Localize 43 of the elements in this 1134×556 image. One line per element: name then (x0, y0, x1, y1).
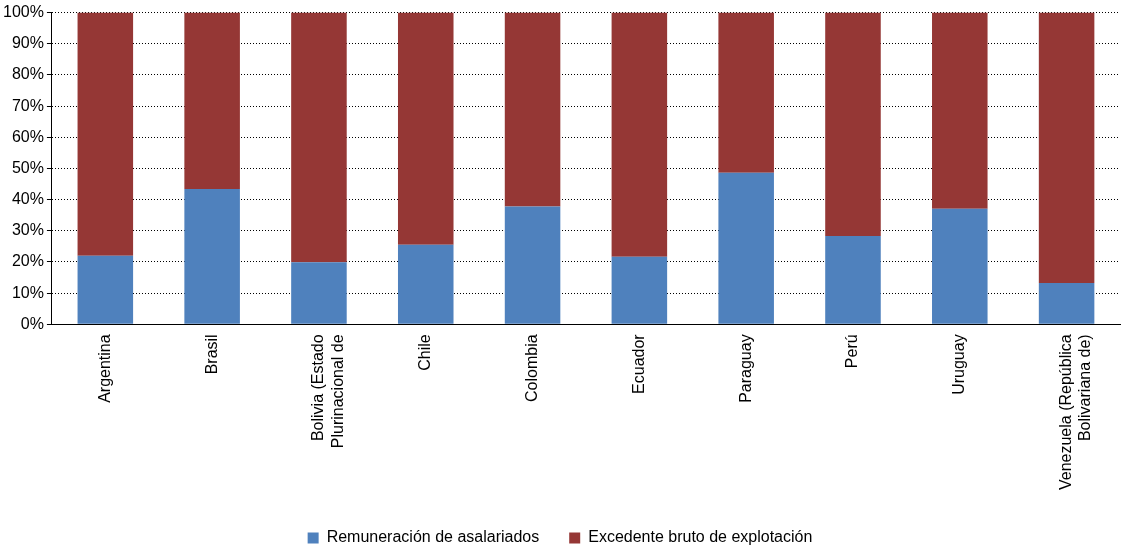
y-tick-label: 80% (11, 65, 44, 83)
bar (718, 12, 774, 173)
bar (932, 208, 988, 324)
y-tick-label: 10% (11, 283, 44, 301)
y-tick-label: 20% (11, 252, 44, 270)
bar (504, 206, 561, 324)
bar (184, 189, 240, 324)
x-tick-label: Bolivia (Estado Plurinacional de (309, 334, 346, 449)
bar (77, 12, 134, 256)
bar (1038, 282, 1095, 324)
bar (397, 244, 454, 324)
bar (932, 12, 988, 209)
bar (291, 12, 347, 263)
bar (77, 255, 134, 324)
y-tick-label: 50% (11, 158, 44, 176)
bar (611, 256, 668, 324)
y-tick-label: 0% (20, 314, 44, 332)
y-tick-label: 40% (11, 190, 44, 208)
y-tick-label: 90% (11, 34, 44, 52)
x-tick-label: Venezuela (República Bolivariana de) (1057, 334, 1094, 491)
bar (718, 172, 774, 324)
x-tick-label: Uruguay (950, 334, 968, 395)
x-tick-label: Perú (843, 334, 861, 369)
x-tick-label: Chile (416, 334, 434, 371)
bar (1038, 12, 1095, 283)
legend-label: Excedente bruto de explotación (588, 528, 813, 546)
bar (184, 12, 240, 190)
bar (825, 236, 881, 324)
y-tick-label: 100% (3, 3, 44, 21)
bar (504, 12, 561, 207)
x-tick-label: Brasil (202, 334, 220, 375)
y-tick-label: 30% (11, 221, 44, 239)
x-tick-label: Argentina (95, 334, 113, 403)
bar (825, 12, 881, 237)
x-tick-label: Ecuador (629, 333, 647, 394)
bar (291, 262, 347, 324)
bar (611, 12, 668, 257)
y-tick-label: 70% (11, 96, 44, 114)
bar (397, 12, 454, 245)
legend-label: Remuneración de asalariados (326, 528, 540, 546)
x-tick-label: Colombia (522, 334, 540, 402)
y-tick-label: 60% (11, 127, 44, 145)
x-tick-label: Paraguay (736, 334, 754, 403)
